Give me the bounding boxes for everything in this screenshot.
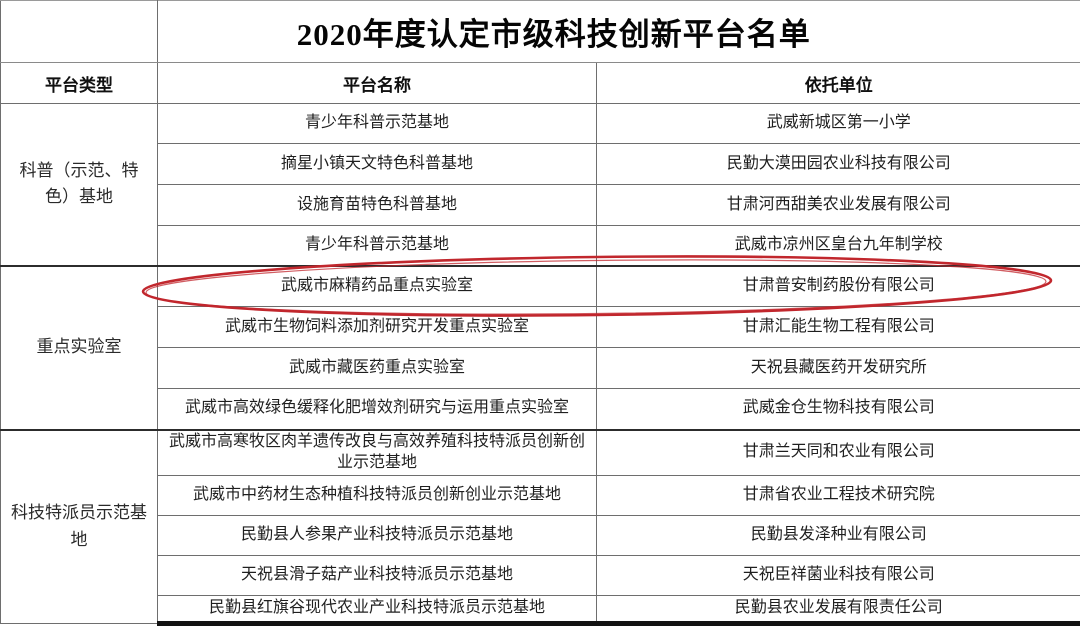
- table-row: 民勤县人参果产业科技特派员示范基地 民勤县发泽种业有限公司: [1, 515, 1080, 556]
- org-cell: 民勤大漠田园农业科技有限公司: [596, 143, 1080, 185]
- table-row: 设施育苗特色科普基地 甘肃河西甜美农业发展有限公司: [1, 184, 1080, 226]
- platform-name-cell: 设施育苗特色科普基地: [157, 184, 597, 226]
- org-cell: 武威金仓生物科技有限公司: [596, 388, 1080, 430]
- platform-name-cell: 民勤县红旗谷现代农业产业科技特派员示范基地: [157, 595, 597, 626]
- platform-name-cell: 武威市麻精药品重点实验室: [157, 264, 597, 307]
- org-cell: 民勤县发泽种业有限公司: [596, 515, 1080, 556]
- org-cell: 民勤县农业发展有限责任公司: [596, 595, 1080, 626]
- org-cell: 武威新城区第一小学: [596, 103, 1080, 144]
- org-cell: 甘肃河西甜美农业发展有限公司: [596, 184, 1080, 226]
- table-row: 武威市中药材生态种植科技特派员创新创业示范基地 甘肃省农业工程技术研究院: [1, 475, 1080, 516]
- group-cell-key-laboratory: 重点实验室: [0, 264, 158, 430]
- column-header-platform-name: 平台名称: [157, 62, 597, 104]
- column-header-supporting-org: 依托单位: [596, 62, 1080, 104]
- org-cell: 甘肃兰天同和农业有限公司: [596, 428, 1080, 476]
- org-cell: 武威市凉州区皇台九年制学校: [596, 225, 1080, 266]
- platform-name-cell: 武威市高寒牧区肉羊遗传改良与高效养殖科技特派员创新创业示范基地: [157, 428, 597, 476]
- title-row: 2020年度认定市级科技创新平台名单: [0, 0, 1080, 63]
- group-cell-science-popularization-base: 科普（示范、特色）基地: [0, 103, 158, 266]
- header-row: 平台类型 平台名称 依托单位: [0, 62, 1080, 104]
- table-row: 民勤县红旗谷现代农业产业科技特派员示范基地 民勤县农业发展有限责任公司: [1, 595, 1080, 626]
- table-row: 武威市藏医药重点实验室 天祝县藏医药开发研究所: [1, 347, 1080, 389]
- platform-name-cell: 青少年科普示范基地: [157, 103, 597, 144]
- table-row: 科普（示范、特色）基地 青少年科普示范基地 武威新城区第一小学: [0, 103, 1080, 266]
- table-row: 青少年科普示范基地 武威市凉州区皇台九年制学校: [1, 225, 1080, 266]
- page-title: 2020年度认定市级科技创新平台名单: [157, 0, 1080, 63]
- platform-name-cell: 武威市高效绿色缓释化肥增效剂研究与运用重点实验室: [157, 388, 597, 430]
- group-cell-tech-commissioner-base: 科技特派员示范基地: [0, 428, 158, 624]
- platform-name-cell: 民勤县人参果产业科技特派员示范基地: [157, 515, 597, 556]
- table-row: 天祝县滑子菇产业科技特派员示范基地 天祝臣祥菌业科技有限公司: [1, 555, 1080, 596]
- table-row: 摘星小镇天文特色科普基地 民勤大漠田园农业科技有限公司: [1, 143, 1080, 185]
- platform-name-cell: 青少年科普示范基地: [157, 225, 597, 266]
- platform-name-cell: 天祝县滑子菇产业科技特派员示范基地: [157, 555, 597, 596]
- table-row: 科技特派员示范基地 武威市高寒牧区肉羊遗传改良与高效养殖科技特派员创新创业示范基…: [0, 428, 1080, 624]
- table-row: 武威市高效绿色缓释化肥增效剂研究与运用重点实验室 武威金仓生物科技有限公司: [1, 388, 1080, 430]
- column-header-platform-type: 平台类型: [0, 62, 158, 104]
- platform-name-cell: 摘星小镇天文特色科普基地: [157, 143, 597, 185]
- org-cell: 天祝臣祥菌业科技有限公司: [596, 555, 1080, 596]
- org-cell: 甘肃汇能生物工程有限公司: [596, 306, 1080, 348]
- table-row-highlighted: 重点实验室 武威市麻精药品重点实验室 甘肃普安制药股份有限公司: [0, 264, 1080, 430]
- org-cell: 甘肃普安制药股份有限公司: [596, 264, 1080, 307]
- platform-name-cell: 武威市藏医药重点实验室: [157, 347, 597, 389]
- org-cell: 甘肃省农业工程技术研究院: [596, 475, 1080, 516]
- table-row: 武威市生物饲料添加剂研究开发重点实验室 甘肃汇能生物工程有限公司: [1, 306, 1080, 348]
- title-row-empty-cell: [0, 0, 158, 63]
- org-cell: 天祝县藏医药开发研究所: [596, 347, 1080, 389]
- platform-name-cell: 武威市中药材生态种植科技特派员创新创业示范基地: [157, 475, 597, 516]
- platform-name-cell: 武威市生物饲料添加剂研究开发重点实验室: [157, 306, 597, 348]
